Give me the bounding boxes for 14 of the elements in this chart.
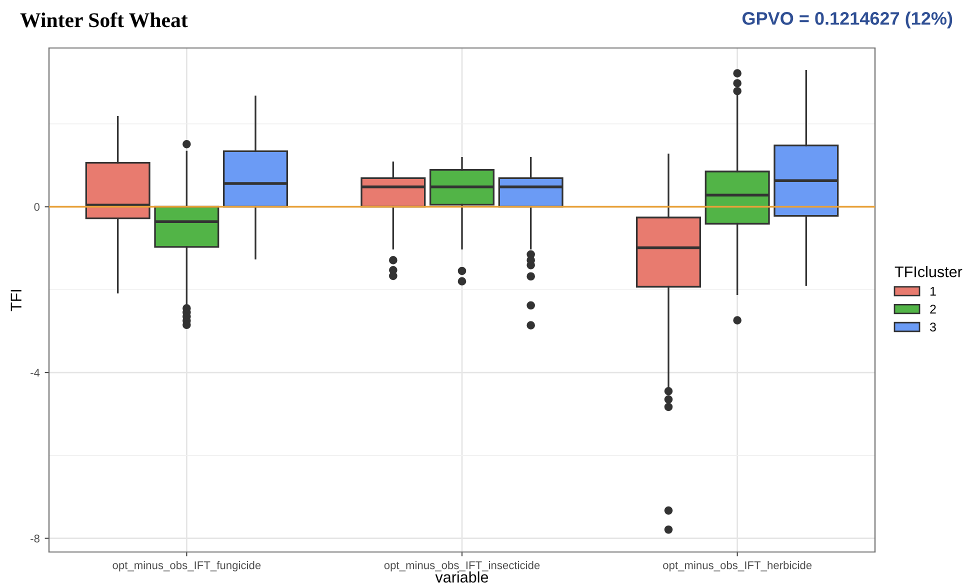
y-axis-title: TFI: [10, 290, 22, 312]
y-tick-label: -8: [30, 534, 40, 542]
x-axis-title: variable: [435, 571, 488, 583]
x-tick-label: opt_minus_obs_IFT_fungicide: [112, 561, 261, 572]
y-tick-label: 0: [34, 203, 40, 211]
x-tick-label: opt_minus_obs_IFT_insecticide: [384, 561, 540, 572]
legend-title: TFIcluster: [894, 266, 962, 278]
legend-label: 3: [930, 322, 936, 332]
y-tick-label: -4: [30, 368, 40, 377]
x-tick-label: opt_minus_obs_IFT_herbicide: [663, 561, 812, 572]
chart-title: Winter Soft Wheat: [20, 12, 188, 28]
legend-label: 2: [930, 304, 936, 314]
text: GPVO = 0.1214627 (12%): [742, 12, 952, 28]
legend-label: 1: [930, 286, 936, 296]
